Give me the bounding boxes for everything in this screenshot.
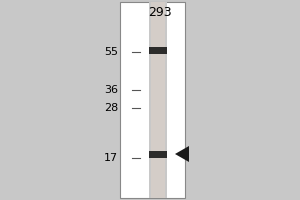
Bar — [149, 2, 167, 198]
Text: 28: 28 — [104, 103, 118, 113]
Text: 36: 36 — [104, 85, 118, 95]
Bar — [149, 46, 167, 53]
Text: 17: 17 — [104, 153, 118, 163]
Bar — [151, 2, 165, 198]
Text: 293: 293 — [148, 5, 172, 19]
Bar — [120, 2, 185, 198]
Text: 55: 55 — [104, 47, 118, 57]
Bar — [149, 150, 167, 158]
Polygon shape — [175, 146, 189, 162]
